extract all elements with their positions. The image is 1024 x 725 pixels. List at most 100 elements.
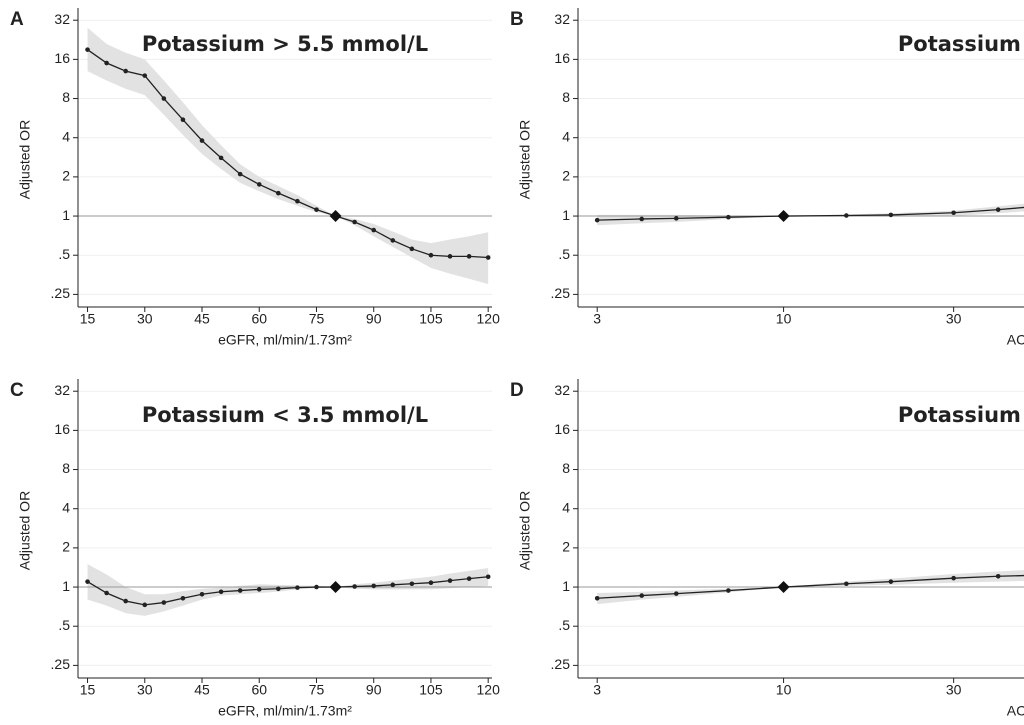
y-tick-label: 4 — [562, 128, 570, 144]
y-tick-label: .5 — [58, 617, 70, 633]
or-point — [447, 254, 453, 259]
or-point — [844, 213, 849, 218]
or-point — [639, 216, 645, 222]
or-point — [180, 595, 186, 601]
or-point — [390, 582, 396, 588]
or-point — [844, 581, 849, 587]
y-tick-label: 1 — [62, 578, 70, 594]
or-point — [161, 600, 167, 605]
x-tick-label: 45 — [194, 311, 210, 327]
or-point — [888, 579, 894, 584]
y-tick-label: 2 — [62, 539, 70, 555]
x-tick-label: 30 — [137, 682, 153, 698]
or-point — [466, 576, 472, 581]
panel-letter: C — [10, 380, 24, 401]
x-tick-label: 30 — [137, 311, 153, 327]
or-point — [85, 579, 90, 584]
y-tick-label: 16 — [54, 50, 70, 66]
y-tick-label: 1 — [562, 578, 570, 594]
x-tick-label: 60 — [251, 311, 267, 327]
or-point — [673, 591, 679, 596]
y-tick-label: 32 — [54, 382, 70, 398]
or-point — [85, 47, 90, 52]
or-point — [485, 255, 491, 260]
or-point — [594, 595, 600, 601]
or-point — [199, 591, 205, 597]
y-axis-label: Adjusted OR — [517, 491, 533, 570]
or-point — [352, 584, 357, 589]
or-point — [390, 238, 396, 243]
or-point — [726, 588, 731, 593]
x-tick-label: 90 — [366, 682, 382, 698]
y-tick-label: 1 — [62, 207, 70, 223]
or-point — [295, 585, 300, 590]
x-tick-label: 15 — [80, 682, 96, 698]
or-point — [995, 573, 1001, 579]
y-axis-label: Adjusted OR — [517, 120, 533, 199]
x-tick-label: 30 — [946, 682, 962, 698]
x-tick-label: 120 — [477, 682, 501, 698]
x-tick-label: 105 — [419, 682, 443, 698]
y-tick-label: 8 — [62, 460, 70, 476]
x-axis-label: eGFR, ml/min/1.73m² — [218, 703, 352, 719]
or-point — [237, 171, 243, 177]
or-line — [87, 49, 489, 259]
or-point — [142, 73, 148, 78]
or-point — [371, 227, 377, 233]
x-tick-label: 10 — [776, 311, 792, 327]
or-point — [142, 602, 148, 608]
or-point — [104, 590, 109, 596]
or-point — [951, 575, 956, 581]
or-point — [314, 584, 319, 590]
confidence-band — [87, 27, 489, 285]
y-tick-label: 16 — [554, 50, 570, 66]
x-axis-label: eGFR, ml/min/1.73m² — [218, 332, 352, 348]
confidence-band — [597, 570, 1024, 605]
y-tick-label: 4 — [62, 128, 70, 144]
y-tick-label: 32 — [554, 382, 570, 398]
or-point — [995, 207, 1001, 212]
chart-title: Potassium > 5.5 mmol/L — [142, 32, 428, 56]
or-point — [888, 212, 894, 218]
y-tick-label: 32 — [54, 11, 70, 27]
reference-point — [777, 581, 790, 594]
or-point — [951, 210, 956, 216]
or-point — [447, 578, 453, 583]
or-point — [673, 216, 679, 221]
reference-point — [329, 210, 342, 223]
y-tick-label: 8 — [62, 89, 70, 105]
y-tick-label: 1 — [562, 207, 570, 223]
or-point — [371, 583, 377, 589]
x-tick-label: 15 — [80, 311, 96, 327]
or-point — [256, 182, 262, 187]
panel-letter: A — [10, 9, 24, 30]
or-point — [123, 598, 128, 604]
y-tick-label: .25 — [551, 656, 571, 672]
y-tick-label: 4 — [562, 499, 570, 515]
y-tick-label: .25 — [51, 656, 71, 672]
reference-point — [329, 581, 342, 594]
or-point — [256, 587, 262, 592]
x-tick-label: 90 — [366, 311, 382, 327]
x-tick-label: 105 — [419, 311, 443, 327]
x-tick-label: 75 — [309, 682, 325, 698]
confidence-band — [87, 564, 489, 616]
or-point — [409, 581, 415, 587]
or-point — [295, 198, 300, 204]
y-tick-label: 2 — [562, 539, 570, 555]
y-tick-label: .5 — [558, 246, 570, 262]
x-tick-label: 3 — [593, 682, 601, 698]
or-point — [218, 589, 224, 595]
or-point — [428, 252, 434, 258]
or-point — [161, 96, 167, 101]
x-axis-label: ACR, mg/g — [1007, 332, 1024, 348]
y-tick-label: 16 — [54, 421, 70, 437]
x-tick-label: 120 — [477, 311, 501, 327]
y-tick-label: 8 — [562, 89, 570, 105]
reference-point — [777, 210, 790, 223]
x-tick-label: 30 — [946, 311, 962, 327]
chart-title: Potassium < 3.5 mmol/L — [142, 403, 428, 427]
or-point — [466, 254, 472, 259]
